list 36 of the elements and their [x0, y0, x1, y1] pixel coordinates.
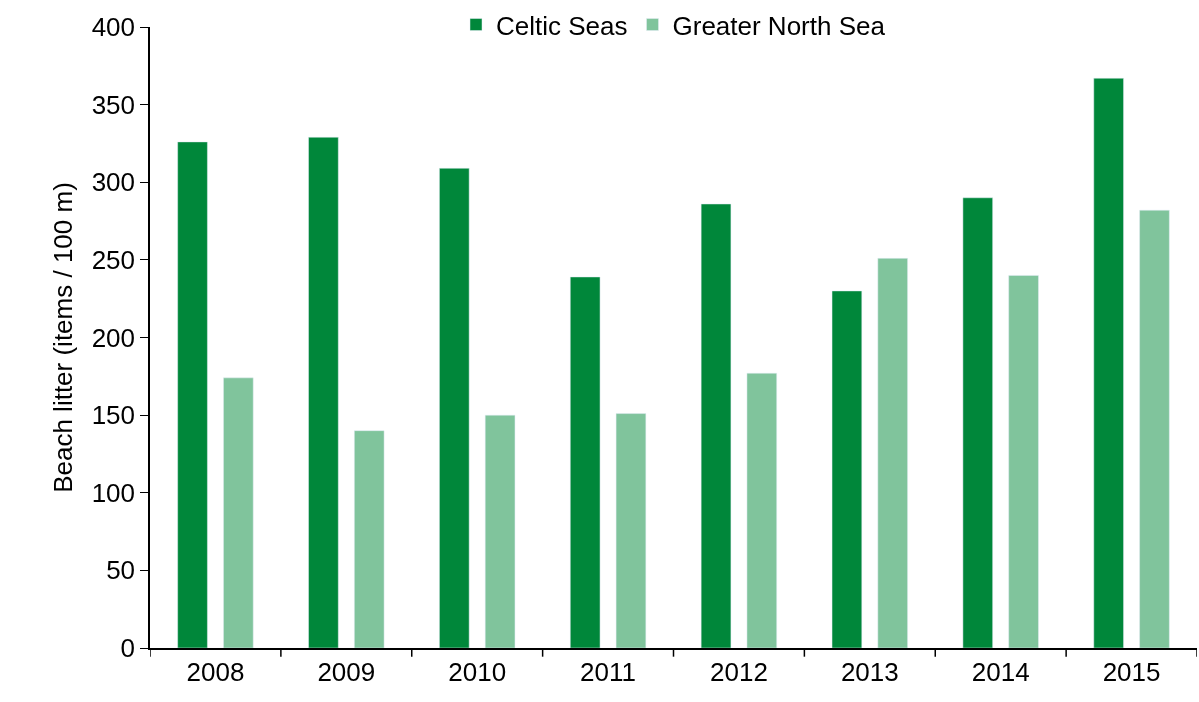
bar: [1093, 77, 1124, 648]
x-tick-label: 2013: [840, 656, 899, 687]
bar: [354, 430, 385, 648]
bar: [615, 413, 647, 648]
y-tick-label: 250: [91, 244, 136, 275]
bar: [484, 414, 516, 648]
x-tick-label: 2010: [448, 656, 507, 687]
y-tick-label: 50: [106, 555, 136, 586]
x-tick-label: 2009: [317, 656, 376, 687]
bar: [570, 276, 601, 648]
bar: [1008, 275, 1039, 648]
bar: [308, 136, 339, 648]
bar: [439, 168, 470, 648]
x-tick-label: 2015: [1102, 656, 1161, 687]
legend-label: Celtic Seas: [496, 10, 628, 41]
y-tick-label: 0: [120, 633, 136, 664]
x-tick-label: 2008: [186, 656, 245, 687]
legend-label: Greater North Sea: [672, 10, 886, 41]
y-tick-label: 150: [91, 400, 136, 431]
y-tick-label: 200: [91, 322, 136, 353]
bar: [177, 141, 208, 648]
bar: [1139, 209, 1170, 648]
bar: [746, 372, 777, 648]
bar: [831, 290, 863, 648]
bar: [877, 258, 908, 648]
x-tick-label: 2014: [971, 656, 1030, 687]
bar: [223, 377, 254, 648]
y-axis-title: Beach litter (items / 100 m): [47, 182, 78, 493]
y-tick-label: 350: [91, 89, 136, 120]
y-tick-label: 100: [91, 477, 136, 508]
x-tick-label: 2012: [710, 656, 768, 687]
x-tick-label: 2011: [580, 656, 637, 687]
bar: [962, 197, 993, 648]
bar: [700, 203, 732, 648]
y-tick-label: 400: [91, 12, 136, 43]
y-tick-label: 300: [91, 167, 136, 198]
